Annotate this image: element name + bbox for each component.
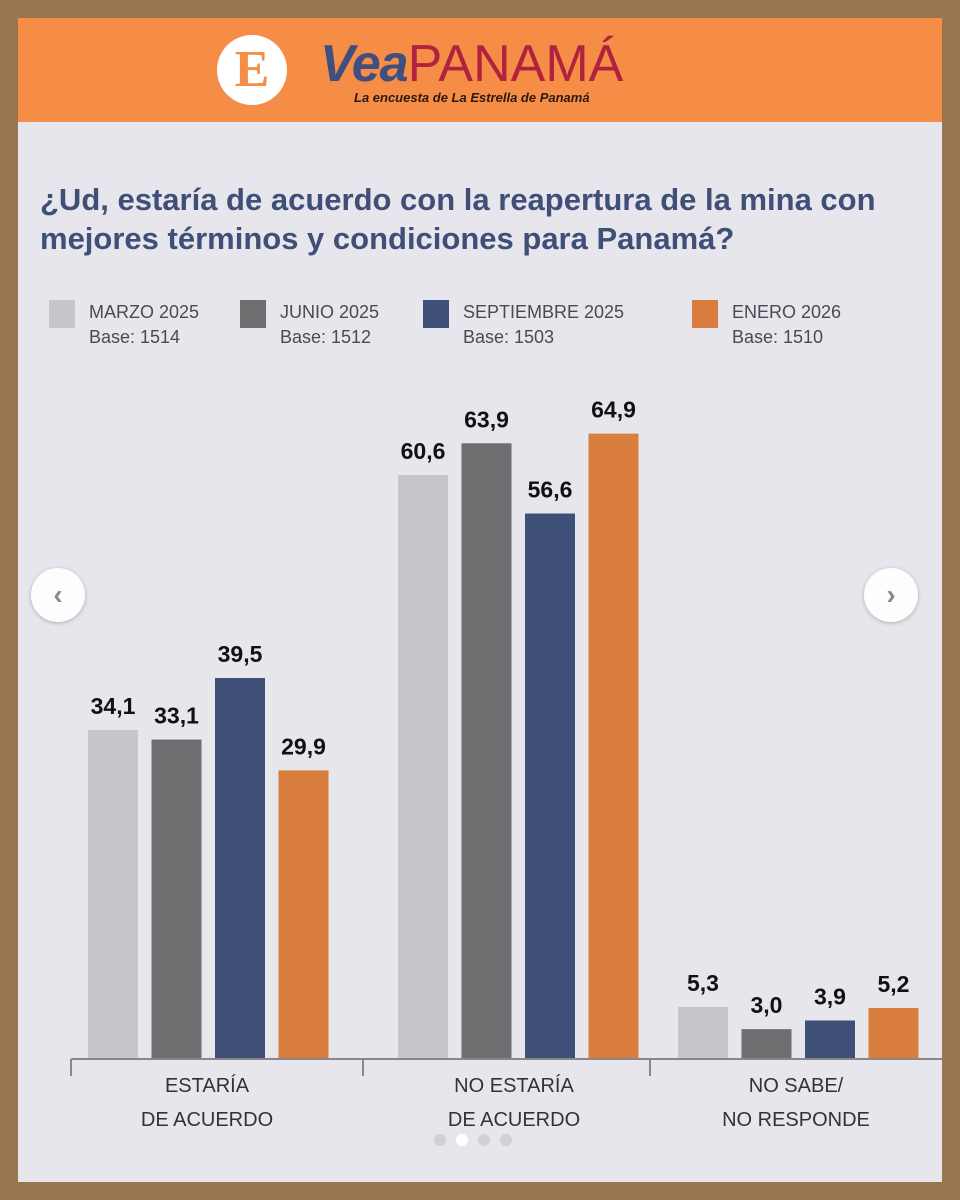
chevron-left-icon[interactable]: ‹: [31, 568, 85, 622]
infographic-card: E VeaPANAMÁ La encuesta de La Estrella d…: [18, 18, 942, 1182]
legend-base: Base: 1510: [732, 327, 824, 347]
category-label: ESTARÍA: [165, 1074, 250, 1097]
bar-value-label: 33,1: [154, 703, 199, 729]
carousel-dot-active[interactable]: [456, 1134, 468, 1146]
bar: [215, 678, 265, 1058]
category-label: DE ACUERDO: [448, 1109, 580, 1131]
bar-value-label: 39,5: [218, 641, 263, 667]
category-label: NO SABE/: [749, 1075, 844, 1097]
carousel-dot[interactable]: [478, 1134, 490, 1146]
bar: [588, 433, 639, 1058]
carousel-dot[interactable]: [500, 1134, 512, 1146]
bar-value-label: 29,9: [281, 733, 326, 759]
legend-swatch: [49, 300, 75, 328]
bar: [868, 1007, 919, 1058]
prev-glyph: ‹: [53, 579, 63, 610]
category-label: DE ACUERDO: [141, 1109, 273, 1131]
category-label: NO ESTARÍA: [454, 1074, 574, 1097]
logo-letter: E: [234, 41, 270, 98]
bar: [88, 729, 138, 1058]
bar-value-label: 60,6: [401, 438, 446, 464]
bar: [151, 739, 202, 1058]
bar-value-label: 64,9: [591, 397, 636, 423]
bar: [525, 513, 575, 1058]
brand-panama: PANAMÁ: [407, 35, 624, 93]
survey-question: ¿Ud, estaría de acuerdo con la reapertur…: [40, 182, 876, 256]
chevron-right-icon[interactable]: ›: [864, 568, 918, 622]
legend-swatch: [423, 300, 449, 328]
legend-label: JUNIO 2025: [280, 302, 380, 322]
bar-chart: 34,1 33,1 39,5 29,9 ESTARÍA DE ACUERDO 60,6 63,…: [70, 397, 942, 1131]
bar-value-label: 3,0: [751, 992, 783, 1018]
bar: [805, 1020, 855, 1058]
brand-title: VeaPANAMÁ: [320, 36, 623, 92]
legend-swatch: [692, 300, 718, 328]
bar: [678, 1007, 728, 1058]
legend-base: Base: 1503: [463, 327, 555, 347]
bar: [461, 443, 512, 1059]
next-glyph: ›: [886, 579, 896, 610]
legend-swatch: [240, 300, 266, 328]
bar-value-label: 56,6: [528, 477, 573, 503]
carousel-dot[interactable]: [434, 1134, 446, 1146]
bar-value-label: 34,1: [91, 693, 136, 719]
bar-value-label: 5,2: [878, 971, 910, 997]
estrella-logo: E: [217, 35, 287, 105]
legend-base: Base: 1512: [280, 327, 372, 347]
bar-value-label: 63,9: [464, 406, 509, 432]
legend-label: SEPTIEMBRE 2025: [463, 302, 625, 322]
bar-value-label: 3,9: [814, 983, 846, 1009]
bar: [398, 475, 448, 1058]
brand-tagline: La encuesta de La Estrella de Panamá: [354, 90, 590, 105]
carousel-dots: [434, 1134, 512, 1146]
legend-label: ENERO 2026: [732, 302, 842, 322]
category-label: NO RESPONDE: [722, 1109, 870, 1131]
legend-base: Base: 1514: [89, 327, 181, 347]
brand-vea: Vea: [320, 35, 409, 93]
header-banner: E VeaPANAMÁ La encuesta de La Estrella d…: [18, 18, 942, 122]
legend-label: MARZO 2025: [89, 302, 200, 322]
bar-value-label: 5,3: [687, 970, 719, 996]
bar: [278, 770, 329, 1058]
bar: [741, 1029, 792, 1058]
